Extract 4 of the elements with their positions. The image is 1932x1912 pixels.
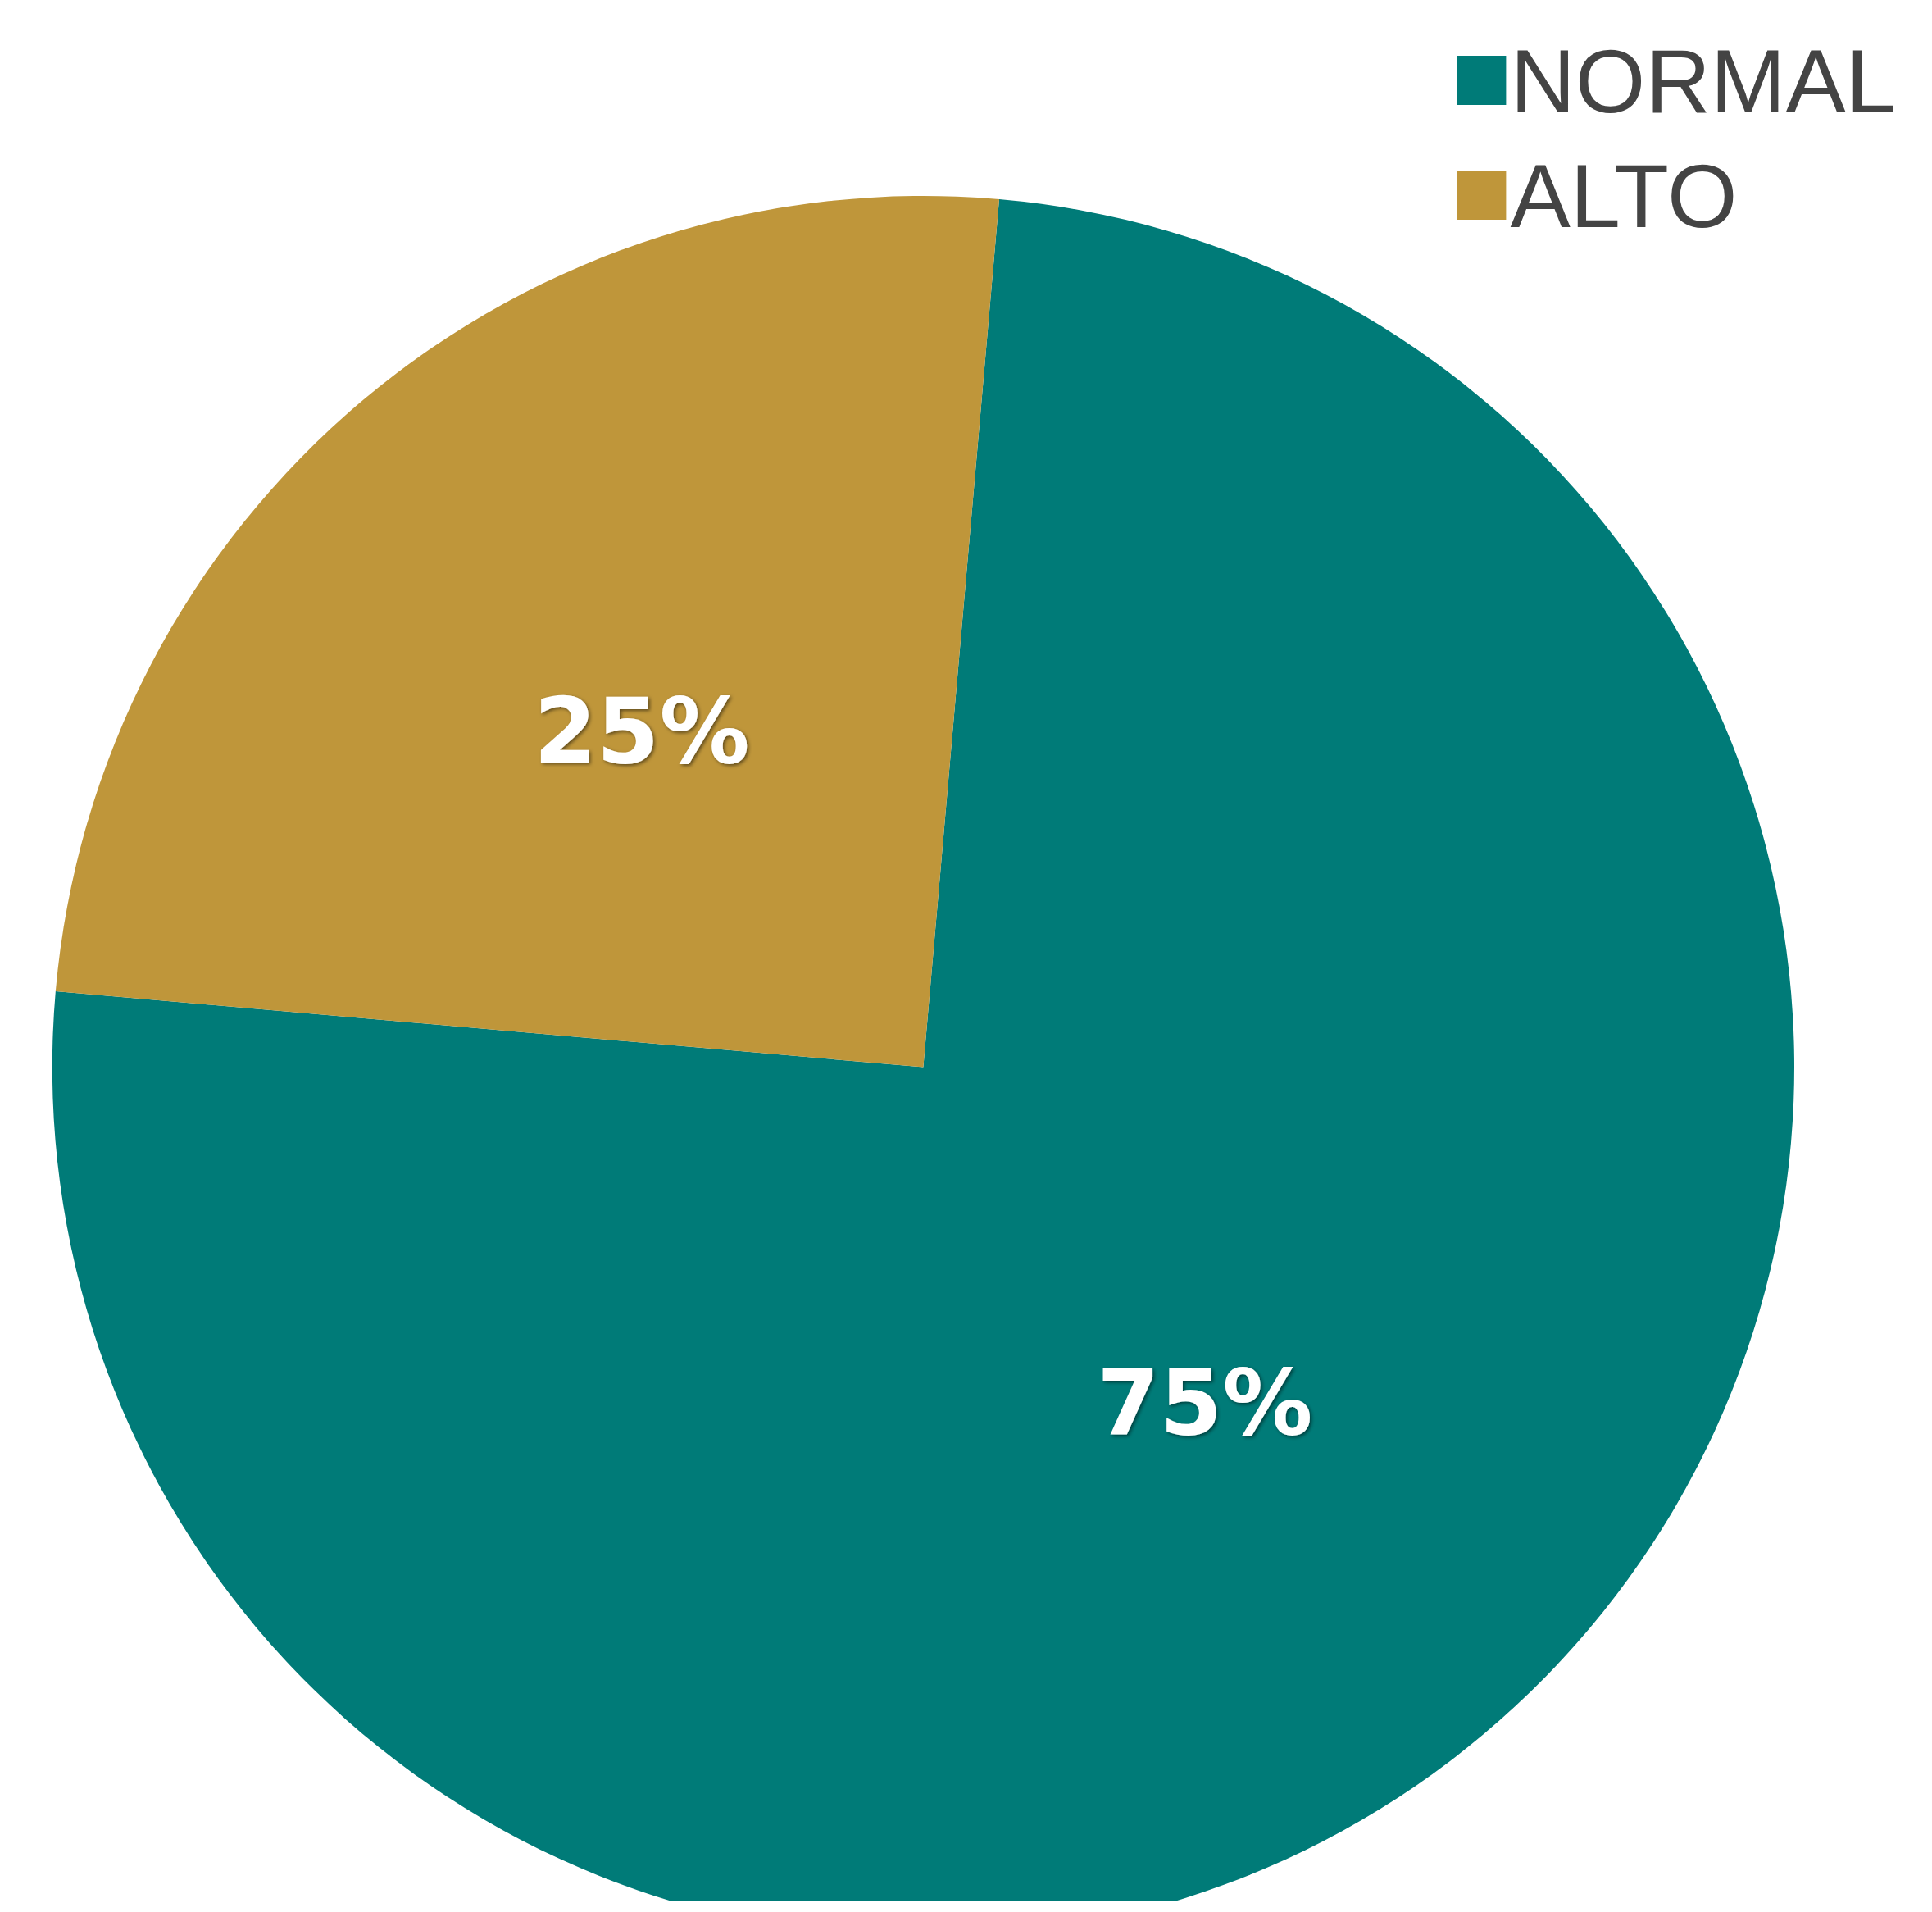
data-label: 25% bbox=[534, 679, 750, 785]
legend-label: NORMAL bbox=[1510, 30, 1897, 131]
legend-label: ALTO bbox=[1510, 144, 1738, 246]
data-label: 75% bbox=[1097, 1350, 1313, 1455]
